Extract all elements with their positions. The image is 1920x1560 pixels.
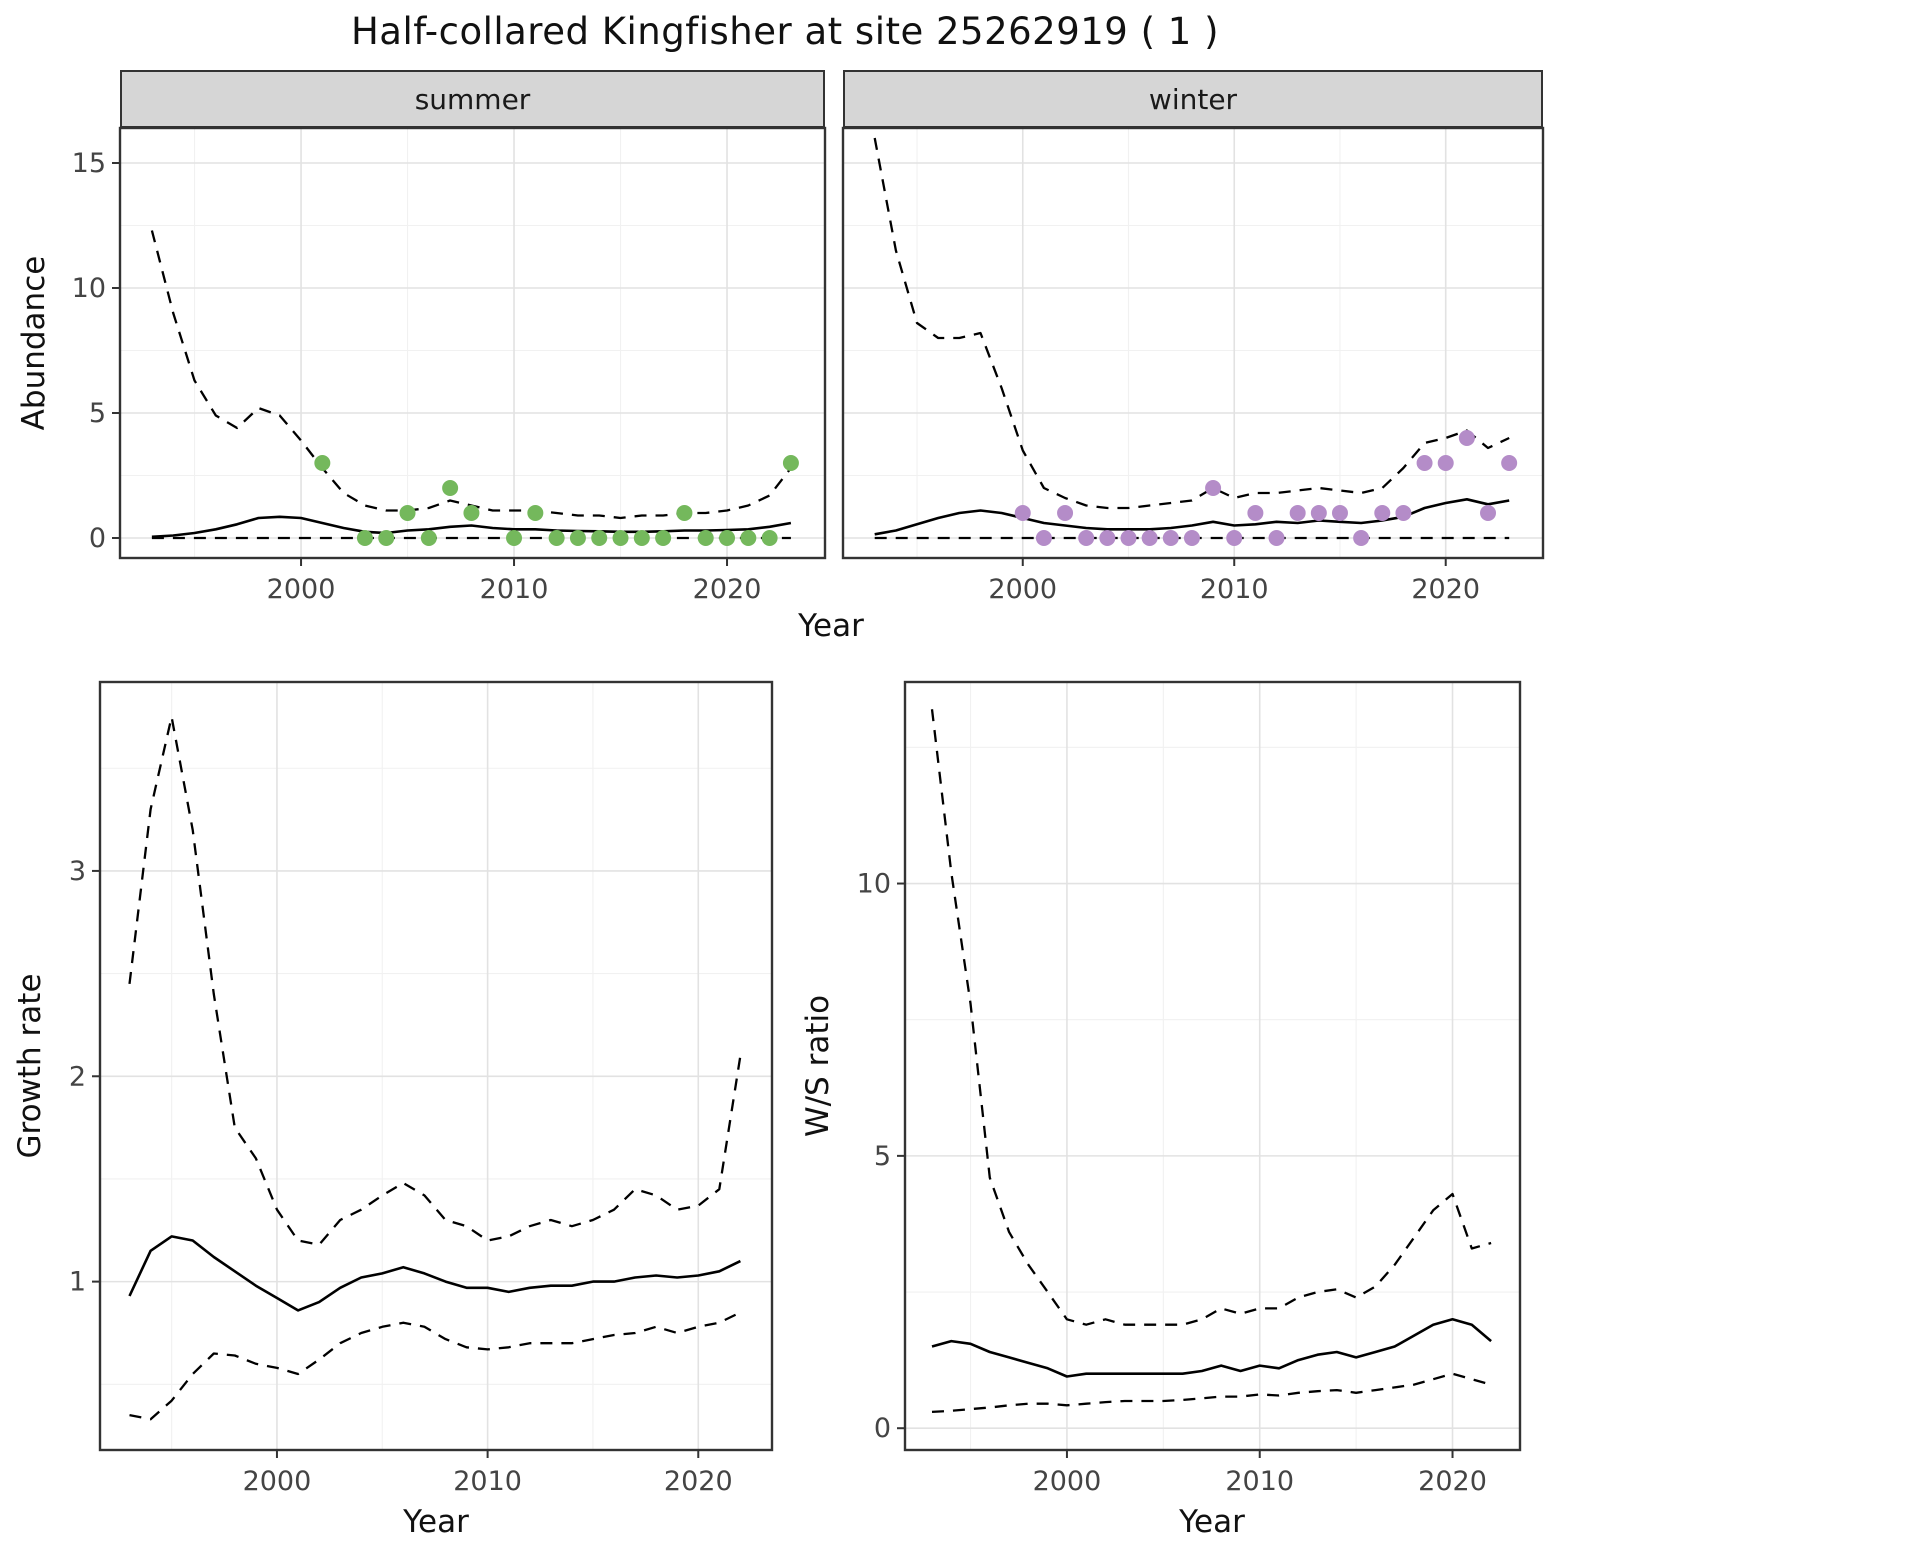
data-point bbox=[719, 530, 736, 546]
upper_ci-line bbox=[930, 709, 1492, 1326]
lower_ci-line bbox=[931, 1372, 1492, 1414]
x-axis-label-year-ws: Year bbox=[1179, 1504, 1245, 1540]
y-tick-label: 15 bbox=[72, 148, 106, 179]
x-tick-label: 2000 bbox=[267, 574, 336, 605]
data-point bbox=[506, 530, 523, 546]
data-point bbox=[676, 505, 693, 521]
panel-background bbox=[100, 682, 772, 1450]
data-point bbox=[569, 530, 586, 546]
y-tick-label: 2 bbox=[69, 1061, 86, 1092]
data-point bbox=[1226, 530, 1243, 546]
panel-border bbox=[903, 680, 1522, 1452]
data-point bbox=[1289, 505, 1306, 521]
facet-strip-summer: summer bbox=[120, 70, 825, 128]
data-point bbox=[761, 530, 778, 546]
x-tick-label: 2000 bbox=[1033, 1466, 1102, 1497]
data-point bbox=[655, 530, 672, 546]
panel-background bbox=[843, 128, 1543, 558]
x-tick-label: 2010 bbox=[453, 1466, 522, 1497]
x-tick-label: 2020 bbox=[693, 574, 762, 605]
data-point bbox=[399, 505, 416, 521]
data-point bbox=[591, 530, 608, 546]
x-axis-label-year-growth: Year bbox=[403, 1504, 469, 1540]
data-point bbox=[1331, 505, 1348, 521]
data-point bbox=[1247, 505, 1264, 521]
data-point bbox=[1395, 505, 1412, 521]
y-tick-label: 5 bbox=[89, 398, 106, 429]
data-point bbox=[1141, 530, 1158, 546]
y-tick-label: 5 bbox=[874, 1141, 891, 1172]
facet-strip-winter: winter bbox=[843, 70, 1543, 128]
median-line bbox=[931, 1317, 1492, 1378]
x-tick-label: 2020 bbox=[1418, 1466, 1487, 1497]
panel-border bbox=[118, 126, 827, 560]
data-point bbox=[442, 480, 459, 496]
data-point bbox=[1501, 455, 1518, 471]
y-tick-label: 0 bbox=[874, 1413, 891, 1444]
panel-border bbox=[98, 680, 774, 1452]
data-point bbox=[1120, 530, 1137, 546]
x-tick-label: 2010 bbox=[1200, 574, 1269, 605]
data-point bbox=[1268, 530, 1285, 546]
y-tick-label: 10 bbox=[857, 869, 891, 900]
data-point bbox=[1099, 530, 1116, 546]
data-point bbox=[1162, 530, 1179, 546]
data-point bbox=[1205, 480, 1222, 496]
data-point bbox=[1078, 530, 1095, 546]
data-point bbox=[527, 505, 544, 521]
data-point bbox=[378, 530, 395, 546]
data-point bbox=[1057, 505, 1074, 521]
y-tick-label: 10 bbox=[72, 273, 106, 304]
panel-ws-ratio: 2000 2010 2020 0 5 10 bbox=[857, 680, 1522, 1497]
panel-border bbox=[841, 126, 1545, 560]
panel-background bbox=[905, 682, 1520, 1450]
data-point bbox=[1374, 505, 1391, 521]
y-tick-label: 0 bbox=[89, 523, 106, 554]
data-point bbox=[1014, 505, 1031, 521]
panel-abundance-winter: 2000 2010 2020 bbox=[841, 126, 1545, 605]
lower_ci-line bbox=[129, 1311, 741, 1421]
data-point bbox=[1437, 455, 1454, 471]
y-axis-label-ws-ratio: W/S ratio bbox=[800, 994, 836, 1138]
data-point bbox=[782, 455, 799, 471]
data-point bbox=[548, 530, 565, 546]
y-axis-label-abundance: Abundance bbox=[16, 255, 52, 431]
data-point bbox=[463, 505, 480, 521]
data-point bbox=[612, 530, 629, 546]
data-point bbox=[1310, 505, 1327, 521]
data-point bbox=[1035, 530, 1052, 546]
data-point bbox=[420, 530, 437, 546]
data-point bbox=[1183, 530, 1200, 546]
median-line bbox=[128, 1235, 741, 1312]
data-point bbox=[633, 530, 650, 546]
plot-title: Half-collared Kingfisher at site 2526291… bbox=[350, 10, 1220, 53]
panel-background bbox=[120, 128, 825, 558]
x-tick-label: 2010 bbox=[480, 574, 549, 605]
x-axis-label-year-top: Year bbox=[798, 608, 864, 644]
data-point bbox=[356, 530, 373, 546]
upper_ci-line bbox=[873, 137, 1510, 510]
data-point bbox=[1480, 505, 1497, 521]
facet-strip-winter-label: winter bbox=[1148, 82, 1238, 116]
x-tick-label: 2000 bbox=[988, 574, 1057, 605]
median-line bbox=[151, 515, 792, 539]
x-tick-label: 2000 bbox=[243, 1466, 312, 1497]
data-point bbox=[1458, 430, 1475, 446]
data-point bbox=[697, 530, 714, 546]
x-tick-label: 2020 bbox=[1411, 574, 1480, 605]
panel-growth-rate: 2000 2010 2020 1 2 3 bbox=[69, 680, 774, 1497]
data-point bbox=[1416, 455, 1433, 471]
facet-strip-summer-label: summer bbox=[414, 82, 531, 116]
x-tick-label: 2020 bbox=[664, 1466, 733, 1497]
y-tick-label: 1 bbox=[69, 1267, 86, 1298]
data-point bbox=[1353, 530, 1370, 546]
y-tick-label: 3 bbox=[69, 856, 86, 887]
data-point bbox=[314, 455, 331, 471]
x-tick-label: 2010 bbox=[1225, 1466, 1294, 1497]
data-point bbox=[740, 530, 757, 546]
panel-abundance-summer: 2000 2010 2020 0 5 10 15 bbox=[72, 126, 827, 605]
